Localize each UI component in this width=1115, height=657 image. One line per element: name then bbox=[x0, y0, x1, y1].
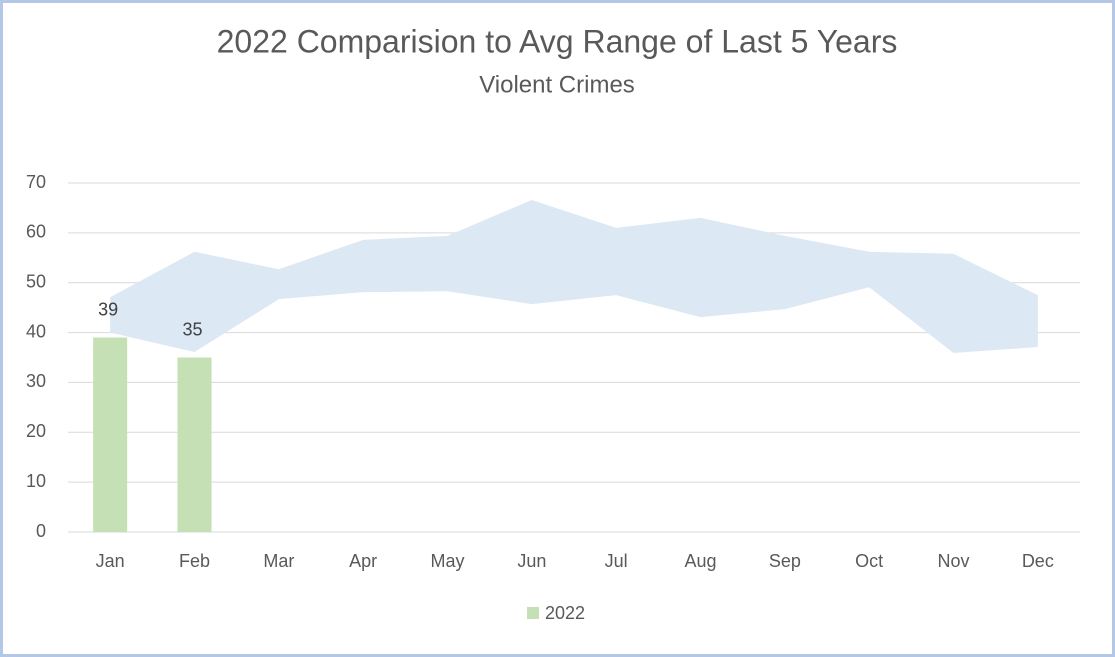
y-tick-label: 10 bbox=[26, 471, 46, 491]
x-tick-label: Jun bbox=[517, 551, 546, 571]
x-tick-label: Aug bbox=[684, 551, 716, 571]
x-tick-label: Feb bbox=[179, 551, 210, 571]
bar bbox=[177, 357, 212, 532]
x-tick-label: Sep bbox=[769, 551, 801, 571]
chart-title: 2022 Comparision to Avg Range of Last 5 … bbox=[217, 23, 898, 59]
y-tick-label: 70 bbox=[26, 172, 46, 192]
x-tick-label: Nov bbox=[937, 551, 969, 571]
x-tick-label: Mar bbox=[263, 551, 294, 571]
y-tick-label: 50 bbox=[26, 271, 46, 291]
chart-subtitle: Violent Crimes bbox=[479, 71, 635, 98]
legend-label: 2022 bbox=[545, 603, 585, 623]
y-tick-label: 20 bbox=[26, 421, 46, 441]
data-label: 39 bbox=[98, 299, 118, 319]
range-band bbox=[110, 199, 1038, 354]
x-tick-label: Jul bbox=[605, 551, 628, 571]
y-tick-label: 30 bbox=[26, 371, 46, 391]
bar bbox=[93, 337, 128, 532]
data-label: 35 bbox=[182, 319, 202, 339]
x-tick-label: Jan bbox=[96, 551, 125, 571]
y-tick-label: 40 bbox=[26, 321, 46, 341]
y-tick-label: 60 bbox=[26, 222, 46, 242]
y-tick-label: 0 bbox=[36, 521, 46, 541]
x-tick-label: May bbox=[430, 551, 464, 571]
legend-swatch bbox=[527, 607, 539, 619]
x-tick-label: Oct bbox=[855, 551, 883, 571]
x-tick-label: Dec bbox=[1022, 551, 1054, 571]
x-tick-label: Apr bbox=[349, 551, 377, 571]
